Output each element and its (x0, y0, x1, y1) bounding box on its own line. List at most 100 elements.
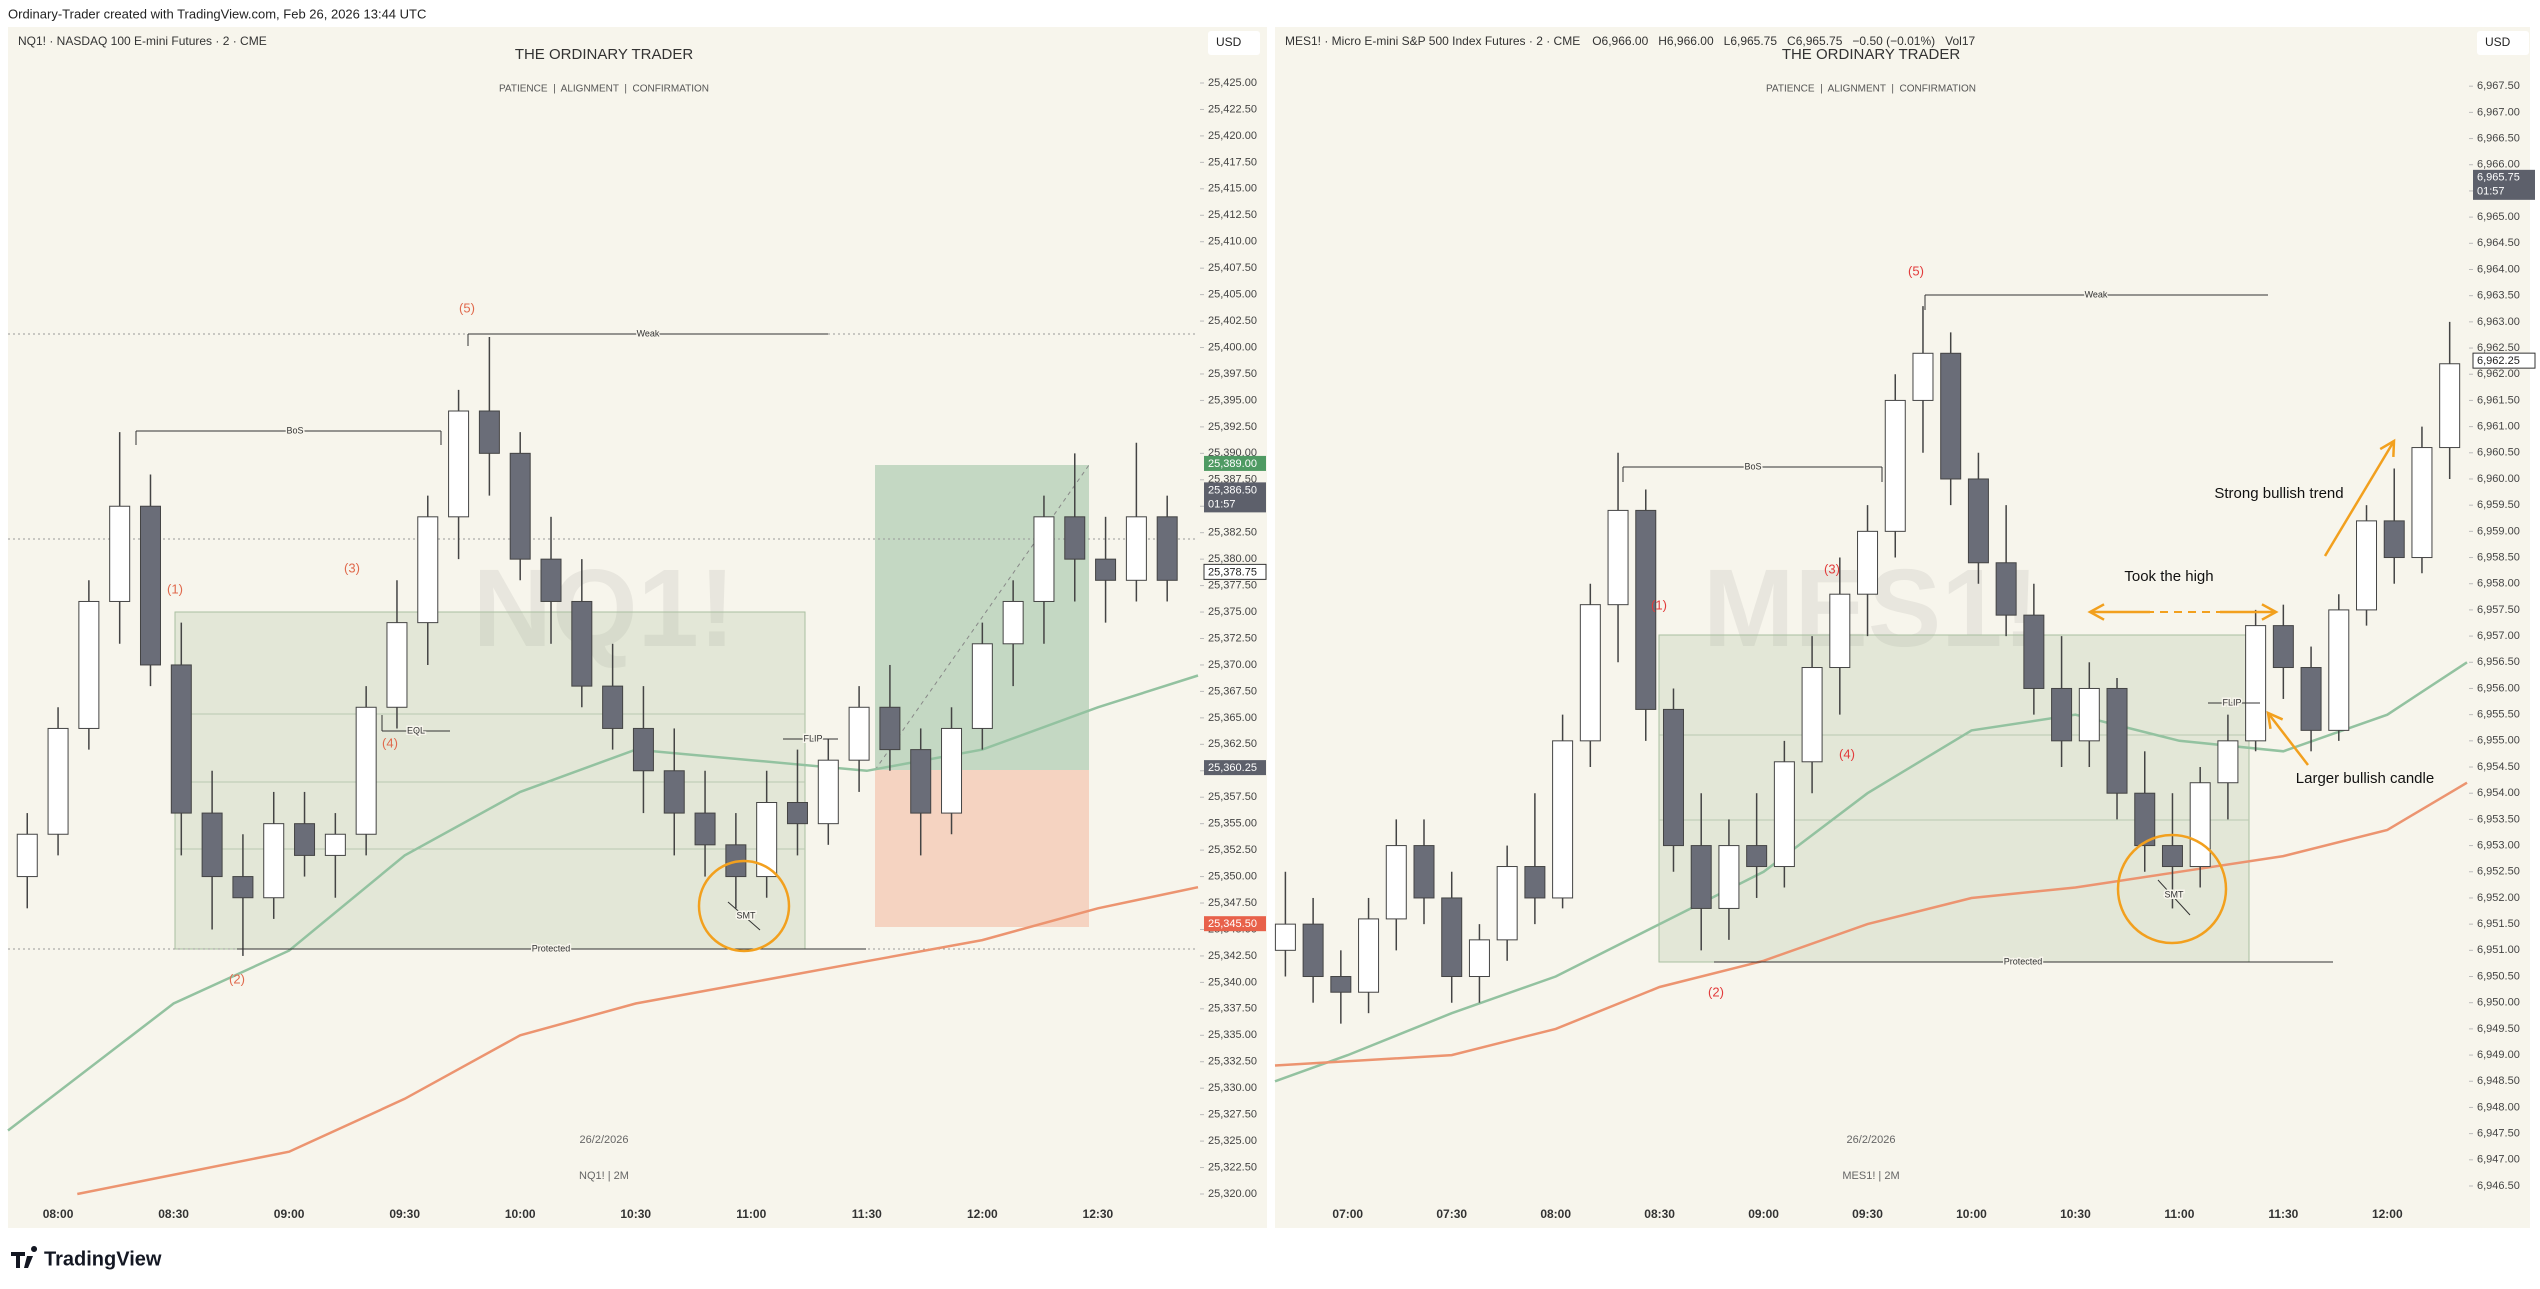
wave-label: (1) (167, 581, 183, 596)
structure-label: FLIP (2222, 697, 2241, 707)
y-tick-label: 6,946.50 (2477, 1180, 2520, 1192)
logo-icon (11, 1246, 38, 1268)
ohlc-legend: Vol17 (1945, 34, 1975, 48)
smt-circle (697, 859, 791, 953)
y-tick-label: 25,415.00 (1208, 183, 1257, 195)
candle-body (756, 802, 778, 878)
y-tick-label: 25,322.50 (1208, 1161, 1257, 1173)
candle-body (1064, 516, 1086, 560)
wave-label: (3) (1824, 561, 1840, 576)
price-timer: 01:57 (2477, 186, 2505, 198)
wave-label: (4) (1839, 746, 1855, 761)
y-tick-label: 6,957.50 (2477, 604, 2520, 616)
y-tick-label: 25,370.00 (1208, 659, 1257, 671)
callout: Larger bullish candle (2296, 770, 2434, 787)
chart-subtitle: PATIENCE | ALIGNMENT | CONFIRMATION (499, 84, 709, 95)
candle-body (1857, 530, 1879, 595)
arrow (2323, 440, 2396, 557)
candle-body (1302, 923, 1324, 978)
y-tick-label: 6,958.00 (2477, 578, 2520, 590)
y-tick-label: 6,957.00 (2477, 630, 2520, 642)
candle-body (1607, 509, 1629, 606)
candle-body (1552, 740, 1574, 899)
wave-label: (4) (382, 735, 398, 750)
y-tick-label: 25,405.00 (1208, 289, 1257, 301)
candle-body (1995, 562, 2017, 616)
x-tick-label: 09:30 (1852, 1207, 1883, 1221)
y-tick-label: 25,375.00 (1208, 606, 1257, 618)
y-tick-label: 25,425.00 (1208, 77, 1257, 89)
x-tick-label: 09:30 (389, 1207, 420, 1221)
price-label-box (1204, 760, 1266, 776)
ohlc-legend: −0.50 (−0.01%) (1852, 34, 1935, 48)
candle-body (1579, 604, 1601, 742)
candle-body (971, 643, 993, 729)
tv-logo: TradingView (11, 1246, 162, 1270)
candle-body (2134, 792, 2156, 847)
candle-body (602, 685, 624, 729)
candle-body (1718, 845, 1740, 909)
y-tick-label: 25,372.50 (1208, 632, 1257, 644)
candle-body (2300, 667, 2322, 731)
y-tick-label: 6,949.50 (2477, 1023, 2520, 1035)
candle-body (355, 706, 377, 835)
candle-body (1690, 845, 1712, 909)
chart-subtitle: PATIENCE | ALIGNMENT | CONFIRMATION (1766, 84, 1976, 95)
y-tick-label: 25,365.00 (1208, 712, 1257, 724)
panel-background (1275, 27, 2530, 1228)
candle-body (910, 749, 932, 814)
structure-label: Protected (532, 943, 571, 953)
candle-body (2078, 687, 2100, 742)
candle-body (2356, 520, 2378, 611)
price-label-box (1204, 455, 1266, 471)
price-label: 25,345.50 (1208, 918, 1257, 930)
y-tick-label: 25,410.00 (1208, 236, 1257, 248)
y-tick-label: 25,367.50 (1208, 685, 1257, 697)
candle-body (1940, 352, 1962, 480)
chart-title: THE ORDINARY TRADER (515, 46, 694, 63)
y-tick-label: 6,954.50 (2477, 761, 2520, 773)
y-tick-label: 25,342.50 (1208, 950, 1257, 962)
structure-label: Weak (2085, 289, 2108, 299)
candle-body (571, 600, 593, 687)
structure-label: Weak (637, 328, 660, 338)
candle-body (47, 727, 69, 835)
y-tick-label: 25,337.50 (1208, 1003, 1257, 1015)
y-tick-label: 6,949.00 (2477, 1049, 2520, 1061)
y-tick-label: 25,347.50 (1208, 897, 1257, 909)
date-label: 26/2/2026 (1847, 1134, 1896, 1146)
candle-body (2106, 687, 2128, 794)
y-tick-label: 6,962.50 (2477, 342, 2520, 354)
x-tick-label: 12:30 (1083, 1207, 1114, 1221)
wave-label: (5) (1908, 263, 1924, 278)
y-tick-label: 25,377.50 (1208, 580, 1257, 592)
candle-body (2217, 740, 2239, 784)
y-tick-label: 25,397.50 (1208, 368, 1257, 380)
currency-box (1208, 31, 1260, 55)
y-tick-label: 6,959.50 (2477, 499, 2520, 511)
chart-title: THE ORDINARY TRADER (1782, 46, 1961, 63)
candle-body (663, 770, 685, 814)
candle-body (1912, 352, 1934, 401)
x-tick-label: 08:30 (158, 1207, 189, 1221)
y-tick-label: 25,352.50 (1208, 844, 1257, 856)
watermark: NQ1! (473, 547, 736, 670)
price-label-box (2472, 352, 2536, 369)
x-tick-label: 10:30 (620, 1207, 651, 1221)
currency: USD (2485, 35, 2511, 49)
candle-body (109, 505, 131, 602)
candle-body (941, 727, 963, 814)
price-timer: 01:57 (1208, 498, 1236, 510)
ohlc-legend: C6,965.75 (1787, 34, 1843, 48)
candle-body (1884, 399, 1906, 532)
price-label: 25,386.50 (1208, 484, 1257, 496)
candle-body (879, 706, 901, 751)
callout: Took the high (2124, 568, 2213, 585)
candle-body (2161, 845, 2183, 868)
y-tick-label: 6,952.50 (2477, 866, 2520, 878)
y-tick-label: 6,964.00 (2477, 263, 2520, 275)
y-tick-label: 6,947.50 (2477, 1128, 2520, 1140)
x-tick-label: 08:30 (1644, 1207, 1675, 1221)
candle-body (2245, 625, 2267, 742)
candle-body (170, 664, 192, 814)
